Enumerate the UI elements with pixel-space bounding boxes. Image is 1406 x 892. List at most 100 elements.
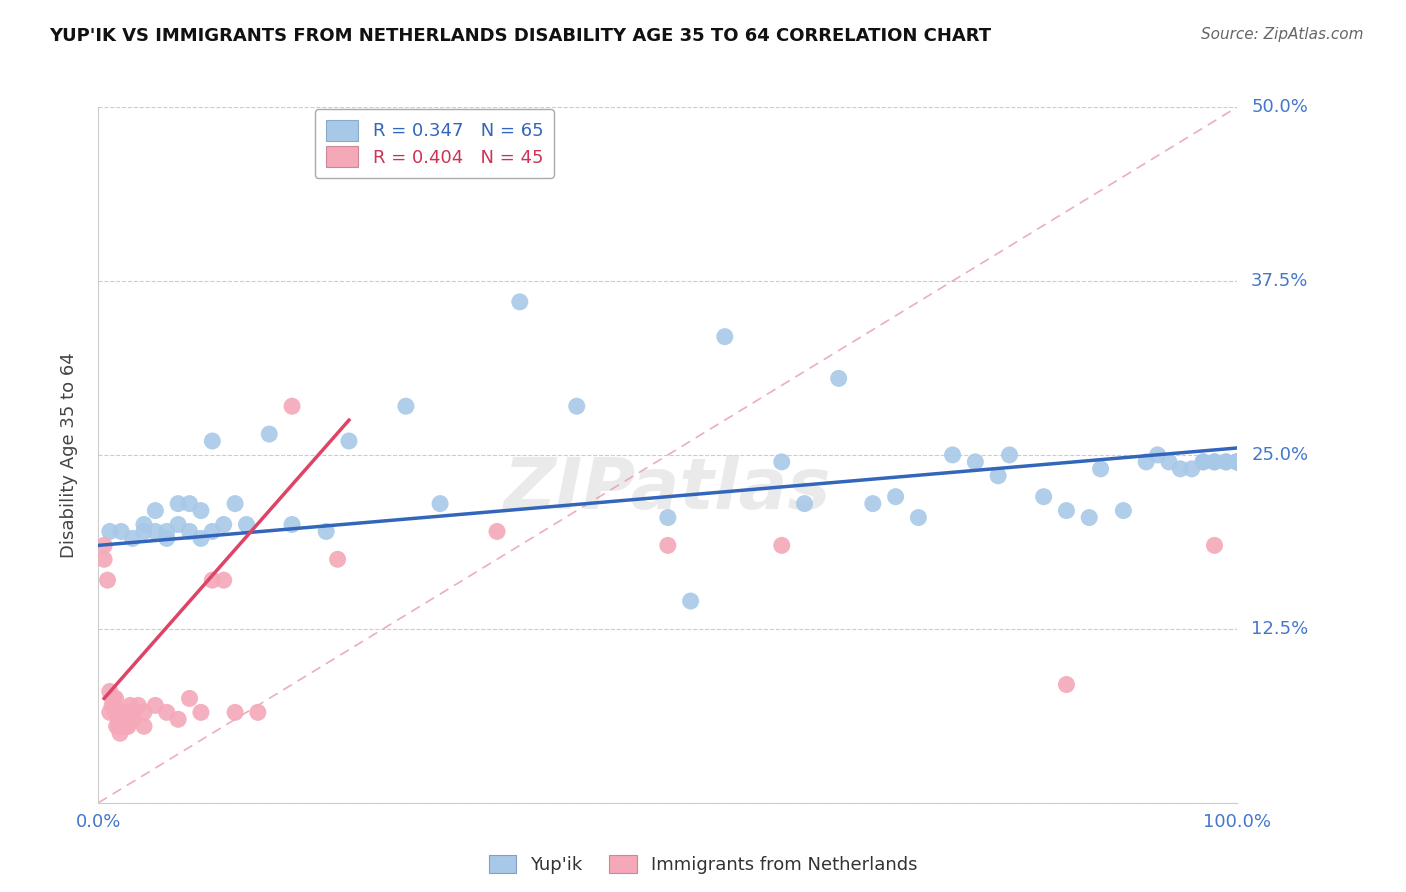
Point	[145, 503, 167, 517]
Point	[117, 719, 139, 733]
Point	[486, 524, 509, 539]
Point	[212, 573, 235, 587]
Text: 25.0%: 25.0%	[1251, 446, 1309, 464]
Point	[395, 399, 418, 413]
Point	[1078, 510, 1101, 524]
Point	[201, 434, 224, 448]
Point	[998, 448, 1021, 462]
Point	[103, 691, 125, 706]
Point	[132, 706, 155, 720]
Point	[98, 684, 121, 698]
Point	[179, 691, 201, 706]
Point	[179, 524, 201, 539]
Point	[246, 706, 269, 720]
Point	[1054, 677, 1078, 691]
Point	[337, 434, 360, 448]
Point	[167, 517, 190, 532]
Point	[315, 524, 337, 539]
Point	[201, 573, 224, 587]
Point	[1226, 455, 1249, 469]
Point	[1204, 455, 1226, 469]
Point	[1090, 462, 1112, 476]
Point	[1146, 448, 1168, 462]
Point	[98, 524, 121, 539]
Point	[120, 698, 142, 713]
Point	[1112, 503, 1135, 517]
Point	[1226, 455, 1249, 469]
Point	[1204, 538, 1226, 552]
Point	[118, 706, 141, 720]
Text: YUP'IK VS IMMIGRANTS FROM NETHERLANDS DISABILITY AGE 35 TO 64 CORRELATION CHART: YUP'IK VS IMMIGRANTS FROM NETHERLANDS DI…	[49, 27, 991, 45]
Point	[770, 538, 793, 552]
Point	[121, 712, 143, 726]
Point	[96, 573, 118, 587]
Point	[145, 698, 167, 713]
Point	[1226, 455, 1249, 469]
Point	[1192, 455, 1215, 469]
Point	[565, 399, 588, 413]
Point	[132, 719, 155, 733]
Point	[281, 399, 304, 413]
Point	[1215, 455, 1237, 469]
Point	[1192, 455, 1215, 469]
Point	[259, 427, 281, 442]
Point	[224, 706, 246, 720]
Legend: R = 0.347   N = 65, R = 0.404   N = 45: R = 0.347 N = 65, R = 0.404 N = 45	[315, 109, 554, 178]
Point	[679, 594, 702, 608]
Point	[429, 497, 451, 511]
Point	[1215, 455, 1237, 469]
Point	[212, 517, 235, 532]
Point	[1226, 455, 1249, 469]
Point	[93, 552, 115, 566]
Point	[224, 497, 246, 511]
Point	[121, 532, 143, 546]
Y-axis label: Disability Age 35 to 64: Disability Age 35 to 64	[59, 352, 77, 558]
Point	[156, 532, 179, 546]
Point	[190, 503, 212, 517]
Point	[104, 691, 127, 706]
Point	[509, 294, 531, 309]
Point	[657, 510, 679, 524]
Point	[907, 510, 929, 524]
Point	[121, 706, 143, 720]
Point	[828, 371, 851, 385]
Point	[884, 490, 907, 504]
Point	[714, 329, 737, 343]
Point	[101, 698, 124, 713]
Point	[1226, 455, 1249, 469]
Point	[108, 719, 131, 733]
Point	[1226, 455, 1249, 469]
Point	[862, 497, 884, 511]
Point	[132, 517, 155, 532]
Point	[114, 719, 136, 733]
Point	[107, 706, 129, 720]
Point	[145, 524, 167, 539]
Point	[167, 497, 190, 511]
Point	[1054, 503, 1078, 517]
Point	[1226, 455, 1249, 469]
Point	[987, 468, 1010, 483]
Point	[1032, 490, 1054, 504]
Point	[115, 706, 138, 720]
Point	[110, 706, 132, 720]
Point	[793, 497, 815, 511]
Point	[156, 706, 179, 720]
Point	[1157, 455, 1180, 469]
Text: 50.0%: 50.0%	[1251, 98, 1308, 116]
Point	[190, 706, 212, 720]
Point	[104, 706, 127, 720]
Point	[235, 517, 257, 532]
Point	[770, 455, 793, 469]
Point	[110, 719, 132, 733]
Text: Source: ZipAtlas.com: Source: ZipAtlas.com	[1201, 27, 1364, 42]
Legend: Yup'ik, Immigrants from Netherlands: Yup'ik, Immigrants from Netherlands	[479, 846, 927, 883]
Point	[1226, 455, 1249, 469]
Point	[132, 524, 155, 539]
Point	[93, 538, 115, 552]
Point	[1204, 455, 1226, 469]
Text: 12.5%: 12.5%	[1251, 620, 1309, 638]
Point	[108, 726, 131, 740]
Point	[1170, 462, 1192, 476]
Point	[156, 524, 179, 539]
Point	[115, 719, 138, 733]
